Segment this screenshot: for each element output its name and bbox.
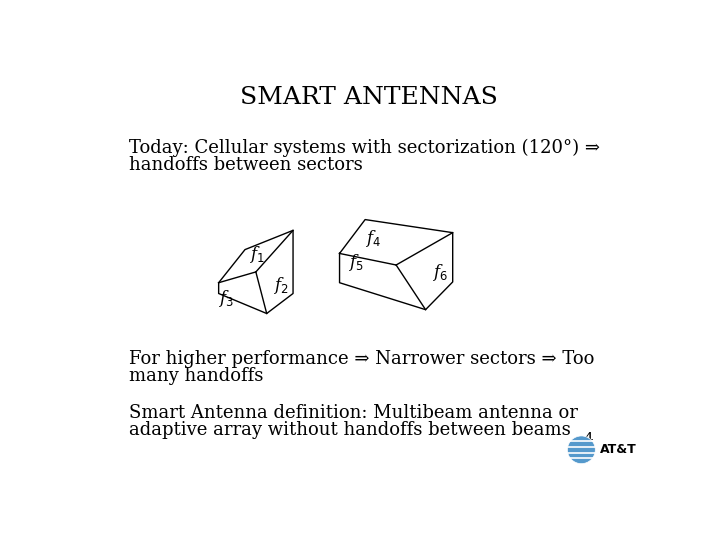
Polygon shape [340, 220, 453, 309]
Text: adaptive array without handoffs between beams: adaptive array without handoffs between … [129, 421, 570, 440]
Text: f$_3$: f$_3$ [218, 288, 234, 309]
Text: AT&T: AT&T [600, 443, 636, 456]
Text: Today: Cellular systems with sectorization (120°) ⇒: Today: Cellular systems with sectorizati… [129, 139, 600, 157]
Text: For higher performance ⇒ Narrower sectors ⇒ Too: For higher performance ⇒ Narrower sector… [129, 350, 594, 368]
Text: many handoffs: many handoffs [129, 367, 263, 384]
Text: SMART ANTENNAS: SMART ANTENNAS [240, 86, 498, 109]
Text: f$_1$: f$_1$ [249, 244, 265, 265]
Circle shape [567, 436, 595, 464]
Polygon shape [219, 231, 293, 314]
Text: 4: 4 [584, 432, 593, 446]
Text: f$_6$: f$_6$ [431, 262, 448, 283]
Text: f$_5$: f$_5$ [348, 252, 364, 273]
Text: handoffs between sectors: handoffs between sectors [129, 156, 362, 174]
Text: Smart Antenna definition: Multibeam antenna or: Smart Antenna definition: Multibeam ante… [129, 403, 577, 422]
Text: f$_2$: f$_2$ [273, 274, 289, 295]
Text: f$_4$: f$_4$ [365, 228, 381, 249]
